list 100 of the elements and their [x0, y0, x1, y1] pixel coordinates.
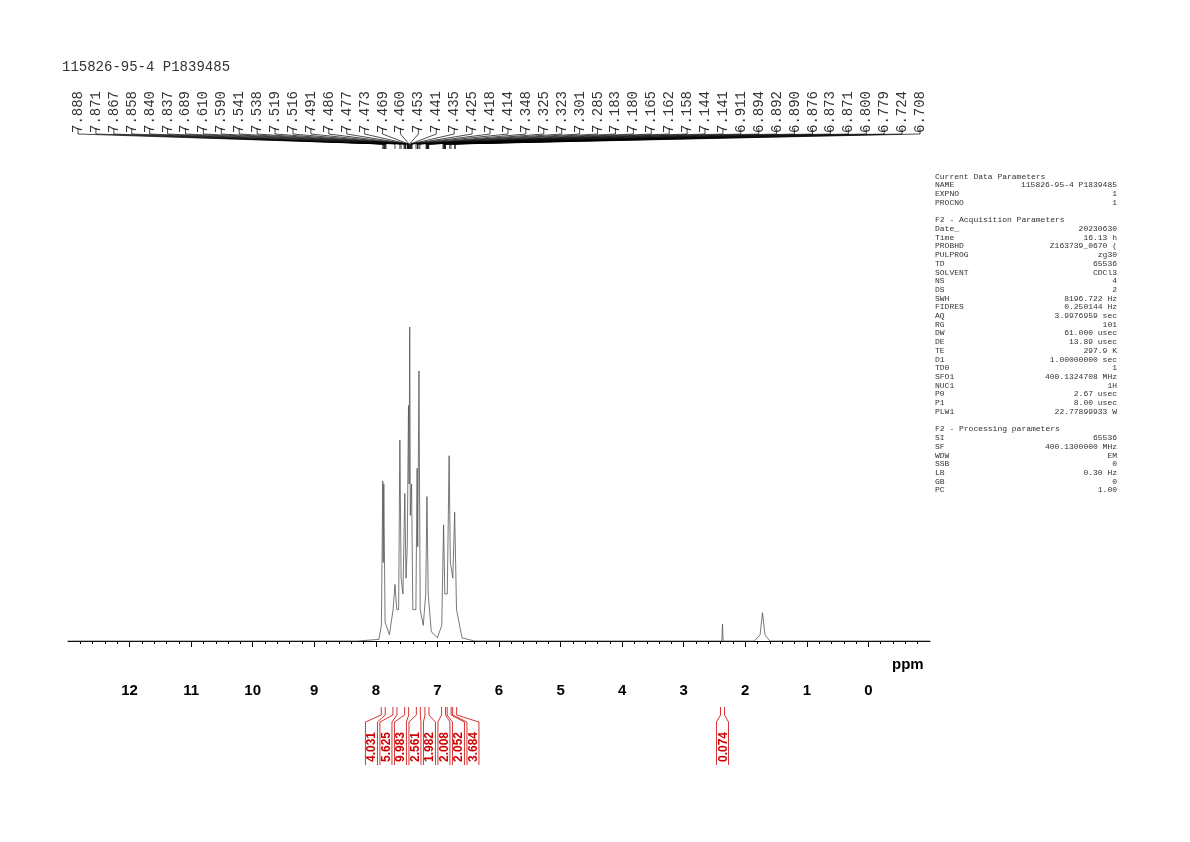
annotation: 7.491: [302, 90, 319, 133]
text: SSB 0: [935, 459, 1117, 469]
text: GB 0: [935, 476, 1117, 486]
x-tick-label: 1: [802, 681, 812, 698]
annotation: 7.469: [374, 90, 391, 133]
annotation: 2.561: [407, 731, 422, 762]
text: SOLVENT CDCl3: [935, 267, 1117, 277]
annotation: 7.590: [213, 90, 230, 133]
annotation: 7.453: [410, 90, 427, 133]
annotation: 7.158: [679, 90, 696, 133]
x-tick-label: 0: [864, 681, 873, 698]
x-tick-label: 8: [371, 681, 381, 698]
annotation: 7.348: [517, 90, 534, 133]
text: D1 1.00000000 sec: [935, 354, 1117, 364]
annotation: 7.516: [284, 90, 301, 133]
annotation: 7.689: [177, 90, 194, 133]
text: TE 297.9 K: [935, 345, 1117, 355]
text: WDW EM: [935, 450, 1117, 460]
text: P1 8.00 usec: [935, 398, 1117, 407]
text: FIDRES 0.250144 Hz: [935, 302, 1117, 312]
annotation: 0.074: [715, 731, 730, 762]
annotation: 7.162: [661, 90, 678, 133]
text: P0 2.67 usec: [935, 389, 1117, 399]
annotation: 7.435: [446, 90, 463, 133]
annotation: 4.031: [364, 731, 379, 762]
text: Date_ 20230630: [935, 224, 1117, 233]
annotation: 7.183: [607, 90, 624, 133]
x-tick-label: 6: [494, 681, 504, 698]
annotation: 7.418: [482, 90, 499, 133]
text: Time 16.13 h: [935, 232, 1117, 242]
annotation: 7.837: [159, 90, 176, 133]
text: NS 4: [935, 276, 1117, 286]
annotation: 7.840: [141, 90, 158, 133]
text: DW 61.000 usec: [935, 328, 1117, 338]
annotation: 6.724: [894, 90, 911, 133]
annotation: 7.301: [571, 90, 588, 133]
annotation: 7.441: [428, 90, 445, 133]
annotation: 5.625: [378, 731, 393, 762]
annotation: 7.858: [123, 90, 140, 133]
text: PC 1.00: [935, 485, 1117, 495]
annotation: 9.983: [393, 731, 408, 762]
text: SI 65536: [935, 433, 1117, 443]
text: SWH 8196.722 Hz: [935, 293, 1117, 303]
annotation: 7.888: [70, 90, 86, 133]
annotation: 6.894: [750, 90, 767, 133]
text: F2 - Processing parameters: [935, 424, 1061, 434]
annotation: 7.323: [553, 90, 570, 133]
text: PROCNO 1: [935, 197, 1117, 207]
text: NAME 115826-95-4 P1839485: [935, 180, 1117, 190]
text: TD0 1: [935, 363, 1117, 373]
annotation: 7.486: [320, 90, 337, 133]
annotation: 7.325: [535, 90, 552, 133]
annotation: 7.285: [589, 90, 606, 133]
x-tick-label: 7: [433, 681, 442, 698]
text: DS 2: [935, 284, 1117, 294]
annotation: 7.460: [392, 90, 409, 133]
text: AQ 3.9976959 sec: [935, 311, 1117, 320]
text: 115826-95-4 P1839485: [62, 59, 231, 75]
x-tick-label: 2: [741, 681, 750, 698]
text: SFO1 400.1324708 MHz: [935, 371, 1117, 381]
x-tick-label: 12: [121, 681, 138, 698]
text: PULPROG zg30: [935, 250, 1117, 260]
annotation: 7.538: [249, 90, 266, 133]
annotation: 1.982: [422, 731, 437, 762]
annotation: 6.892: [768, 90, 785, 133]
text: LB 0.30 Hz: [935, 467, 1117, 477]
text: TD 65536: [935, 258, 1117, 268]
text: NUC1 1H: [935, 380, 1117, 390]
annotation: 6.708: [912, 90, 928, 133]
annotation: 6.911: [732, 90, 749, 133]
annotation: 7.610: [195, 90, 212, 133]
annotation: 7.519: [267, 90, 284, 133]
annotation: 6.871: [840, 90, 857, 133]
annotation: 7.871: [87, 90, 104, 133]
annotation: 6.800: [858, 90, 875, 133]
text: F2 - Acquisition Parameters: [935, 215, 1065, 225]
text: PROBHD Z163739_0670 (: [935, 241, 1117, 251]
annotation: 7.541: [231, 90, 248, 133]
annotation: 6.876: [804, 90, 821, 133]
text: PLW1 22.77899933 W: [935, 406, 1117, 416]
annotation: 7.867: [105, 90, 122, 133]
annotation: 7.180: [625, 90, 642, 133]
annotation: 6.873: [822, 90, 839, 133]
text: Current Data Parameters: [935, 171, 1046, 181]
annotation: 7.425: [464, 90, 481, 133]
annotation: 7.165: [643, 90, 660, 133]
annotation: 6.890: [786, 90, 803, 133]
x-tick-label: 5: [556, 681, 565, 698]
text: DE 13.89 usec: [935, 337, 1117, 347]
x-tick-label: 11: [183, 681, 200, 698]
annotation: 7.477: [338, 90, 355, 133]
annotation: 6.779: [876, 90, 893, 133]
annotation: 7.144: [697, 90, 714, 133]
annotation: 7.473: [356, 90, 373, 133]
text: RG 101: [935, 319, 1117, 329]
x-tick-label: 10: [244, 681, 262, 698]
annotation: 2.052: [451, 731, 466, 762]
x-axis-title: ppm: [892, 655, 924, 672]
annotation: 7.414: [499, 90, 516, 133]
x-tick-label: 9: [310, 681, 319, 698]
